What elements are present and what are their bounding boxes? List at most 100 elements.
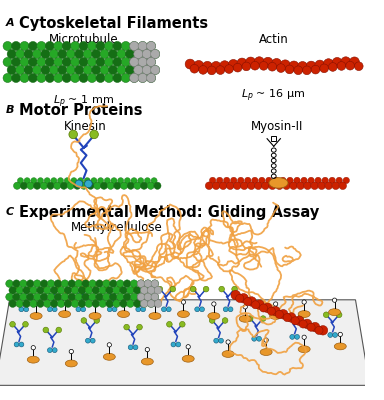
Circle shape	[106, 300, 113, 308]
Circle shape	[27, 182, 34, 189]
Circle shape	[104, 42, 113, 50]
Circle shape	[31, 178, 37, 184]
Circle shape	[109, 280, 117, 288]
Circle shape	[186, 345, 190, 349]
Circle shape	[190, 64, 199, 73]
Circle shape	[325, 182, 333, 190]
Circle shape	[134, 286, 141, 294]
Circle shape	[9, 286, 17, 294]
Circle shape	[144, 293, 152, 301]
Circle shape	[103, 286, 109, 292]
Circle shape	[147, 286, 155, 294]
Circle shape	[85, 300, 93, 308]
Circle shape	[151, 293, 159, 301]
Circle shape	[134, 182, 141, 189]
Circle shape	[225, 65, 233, 73]
Circle shape	[134, 300, 141, 308]
Circle shape	[349, 57, 359, 67]
Circle shape	[273, 302, 278, 306]
Circle shape	[137, 178, 144, 184]
Circle shape	[343, 177, 349, 184]
Circle shape	[93, 302, 97, 306]
Circle shape	[113, 42, 122, 50]
Circle shape	[24, 50, 33, 58]
Circle shape	[94, 182, 101, 189]
Circle shape	[45, 58, 55, 66]
Circle shape	[87, 182, 94, 189]
Circle shape	[144, 286, 150, 292]
Circle shape	[134, 66, 143, 74]
Circle shape	[297, 182, 305, 190]
Circle shape	[147, 182, 154, 189]
Circle shape	[254, 57, 264, 67]
Circle shape	[6, 293, 13, 301]
Circle shape	[45, 42, 55, 50]
Circle shape	[153, 302, 157, 306]
Circle shape	[127, 300, 134, 308]
Circle shape	[3, 58, 12, 66]
Text: B: B	[6, 105, 14, 115]
Circle shape	[96, 58, 105, 66]
Circle shape	[54, 73, 63, 82]
Circle shape	[131, 178, 137, 184]
Text: $L_p$ ~ 1 mm: $L_p$ ~ 1 mm	[53, 94, 114, 110]
Circle shape	[147, 300, 155, 308]
Circle shape	[137, 293, 145, 301]
Circle shape	[289, 61, 299, 71]
Circle shape	[138, 73, 147, 82]
Circle shape	[78, 300, 86, 308]
Circle shape	[36, 300, 44, 308]
Circle shape	[260, 304, 268, 312]
Circle shape	[239, 294, 248, 303]
Circle shape	[233, 182, 241, 190]
Circle shape	[54, 182, 61, 189]
Circle shape	[295, 316, 304, 326]
Circle shape	[33, 182, 41, 189]
Circle shape	[141, 182, 148, 189]
Circle shape	[9, 300, 17, 308]
Circle shape	[107, 307, 112, 312]
Circle shape	[228, 60, 238, 69]
Circle shape	[212, 182, 220, 190]
Circle shape	[10, 322, 15, 327]
Circle shape	[130, 280, 138, 288]
Circle shape	[333, 332, 338, 337]
Circle shape	[269, 182, 276, 190]
Circle shape	[137, 293, 145, 301]
Circle shape	[50, 300, 58, 308]
Circle shape	[151, 50, 160, 58]
Circle shape	[329, 177, 336, 184]
Circle shape	[103, 293, 110, 301]
Circle shape	[137, 280, 145, 288]
Circle shape	[7, 50, 16, 58]
Circle shape	[75, 293, 83, 301]
Ellipse shape	[260, 349, 272, 356]
Circle shape	[262, 182, 269, 190]
Circle shape	[166, 307, 171, 312]
Circle shape	[61, 280, 69, 288]
Circle shape	[287, 177, 293, 184]
Circle shape	[311, 182, 318, 190]
Circle shape	[298, 62, 308, 71]
Circle shape	[130, 293, 138, 301]
Circle shape	[200, 307, 204, 312]
Circle shape	[28, 58, 38, 66]
Circle shape	[154, 300, 162, 308]
Circle shape	[86, 338, 90, 343]
Circle shape	[138, 42, 147, 50]
Circle shape	[285, 314, 291, 320]
Circle shape	[141, 300, 148, 308]
Circle shape	[20, 182, 27, 189]
Circle shape	[58, 66, 67, 74]
Circle shape	[103, 280, 110, 288]
Circle shape	[151, 66, 160, 74]
Circle shape	[23, 300, 30, 308]
Circle shape	[263, 57, 273, 67]
Circle shape	[88, 73, 96, 82]
Circle shape	[144, 280, 152, 288]
Circle shape	[167, 322, 172, 327]
Circle shape	[16, 286, 23, 294]
Circle shape	[280, 60, 290, 70]
Circle shape	[111, 178, 117, 184]
Circle shape	[134, 66, 143, 74]
